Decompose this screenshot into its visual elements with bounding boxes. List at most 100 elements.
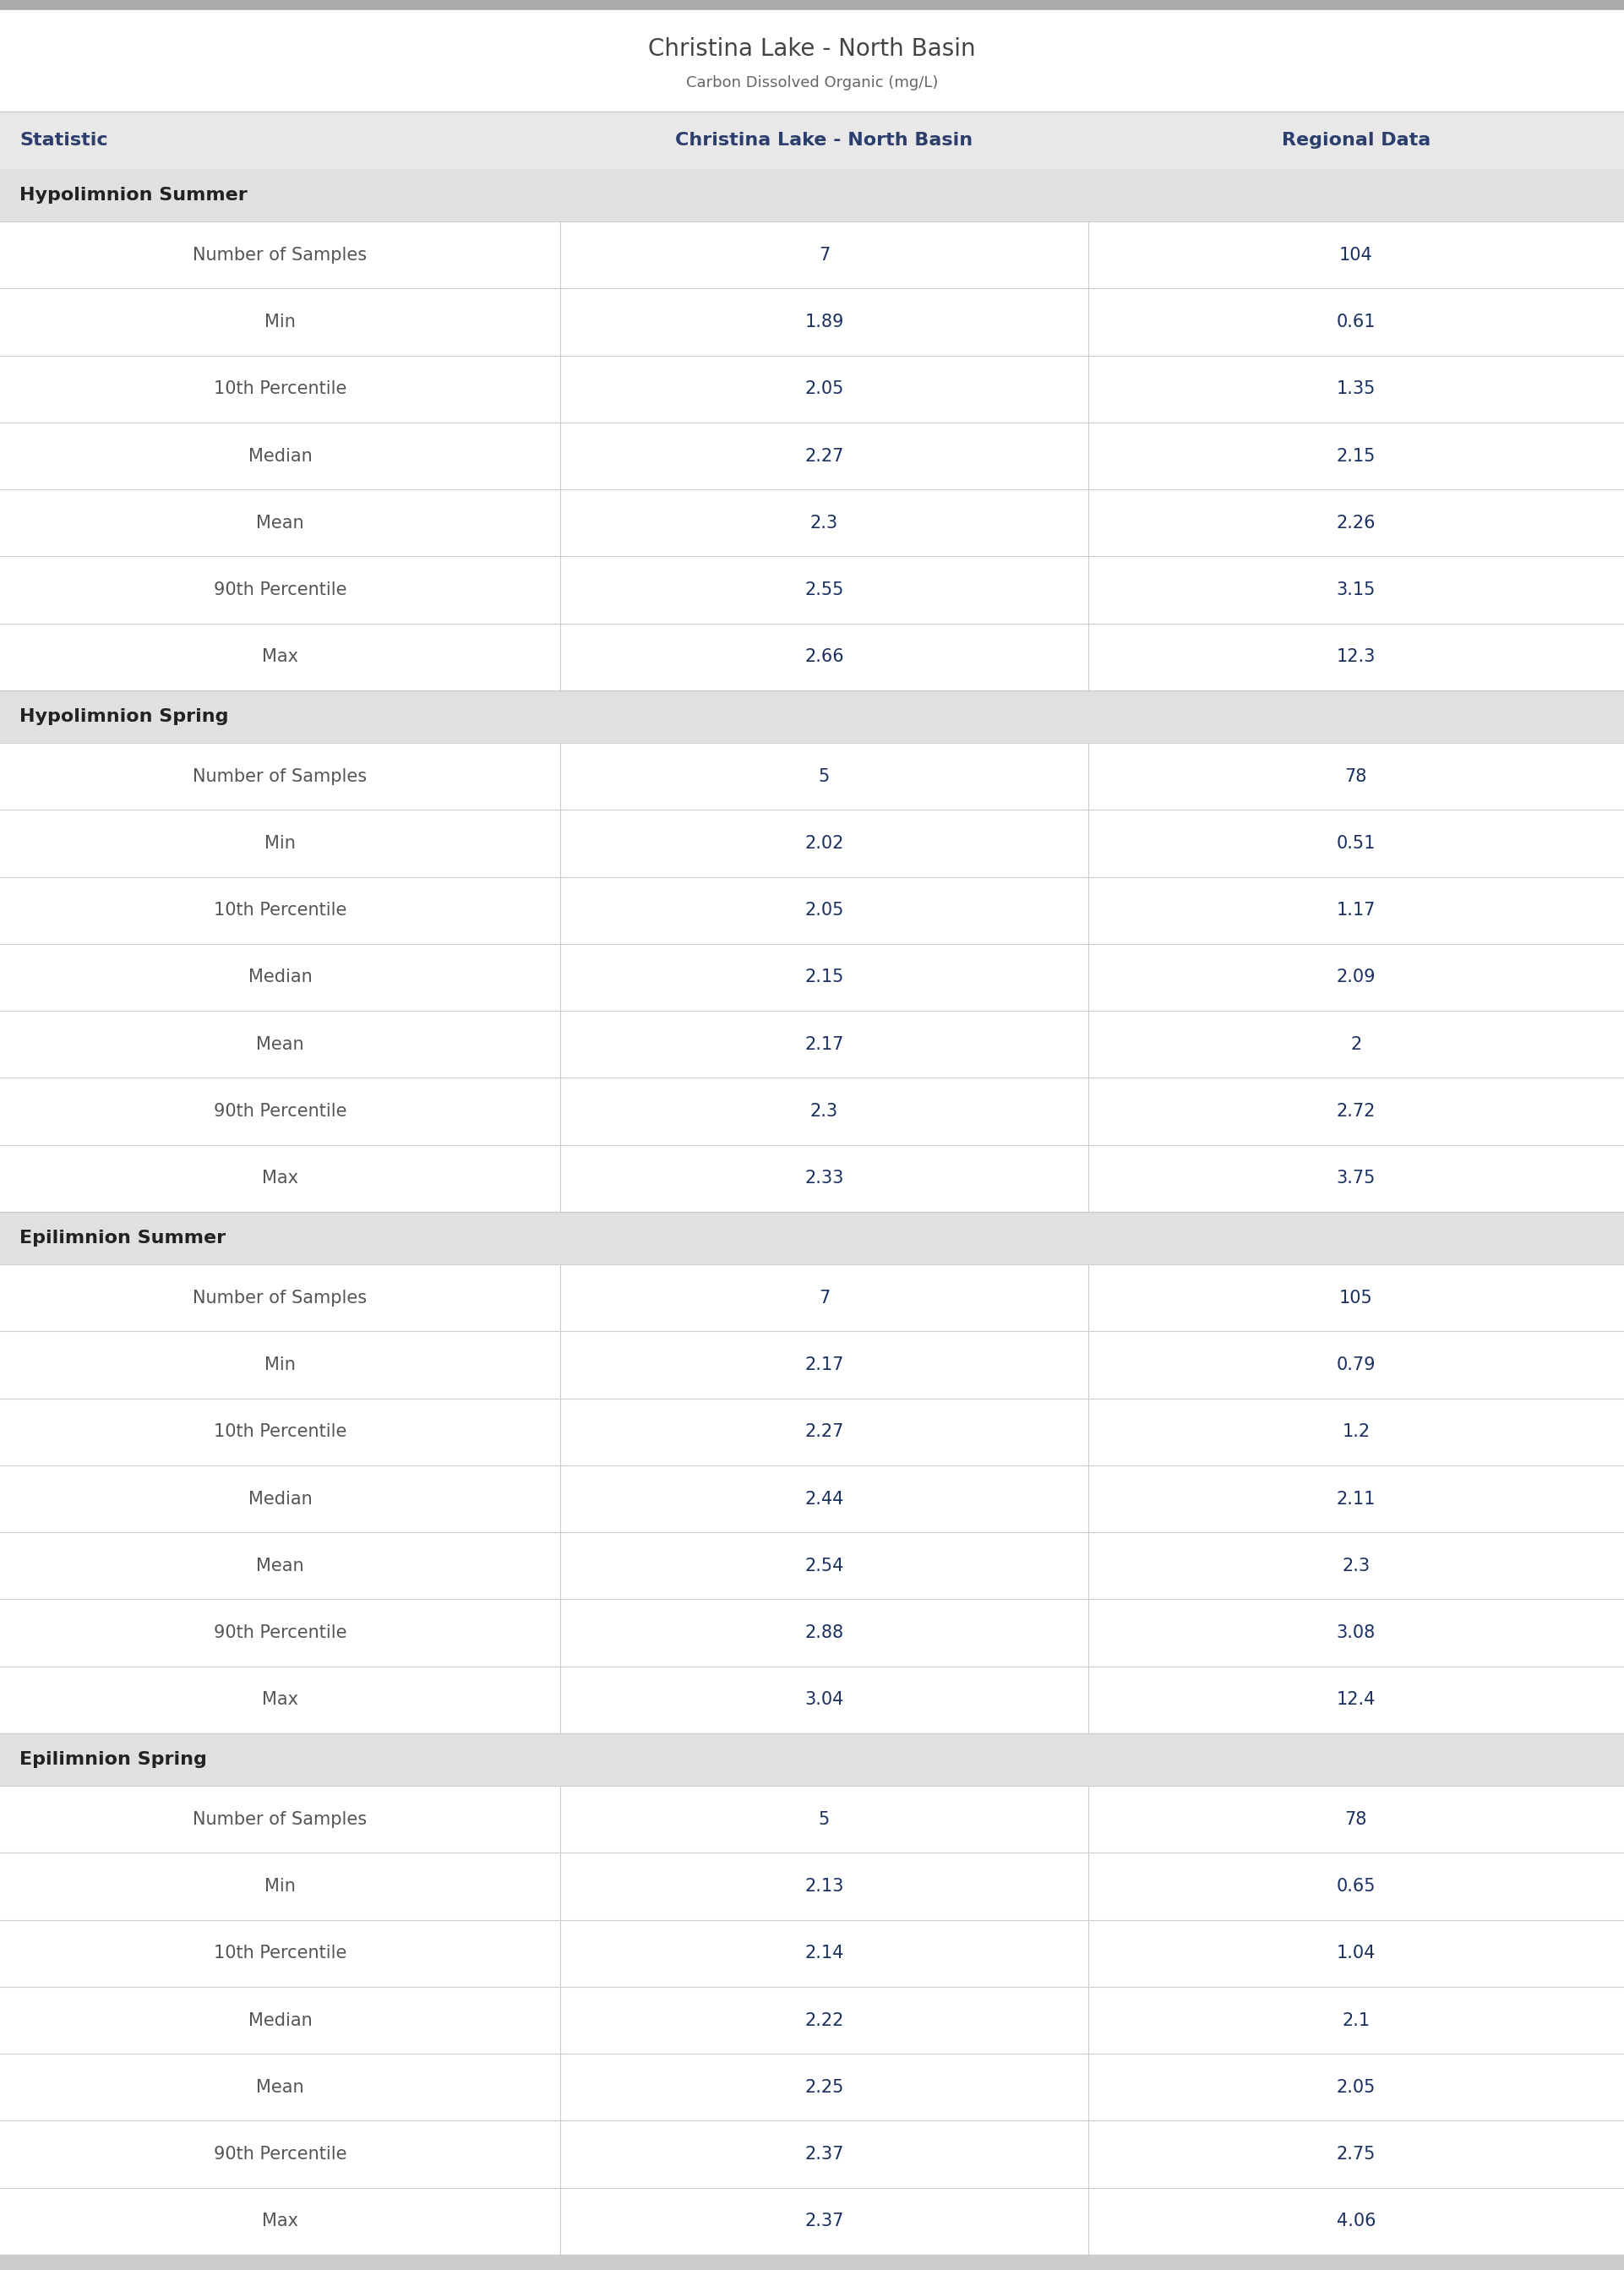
Text: 2.17: 2.17 [804,1035,844,1053]
Text: 0.79: 0.79 [1337,1357,1376,1373]
Text: Regional Data: Regional Data [1281,132,1431,150]
Text: 2.88: 2.88 [806,1625,843,1641]
Text: 104: 104 [1340,247,1372,263]
Text: Min: Min [265,835,296,851]
Bar [0,1212,1624,1264]
Bar [0,0,1624,9]
Text: Mean: Mean [257,1557,304,1575]
Text: 1.04: 1.04 [1337,1945,1376,1961]
Text: 2.44: 2.44 [804,1491,844,1507]
Text: 90th Percentile: 90th Percentile [214,581,346,599]
Bar [0,1786,1624,1852]
Text: 2.15: 2.15 [1337,447,1376,465]
Text: Number of Samples: Number of Samples [193,767,367,785]
Bar [0,1920,1624,1986]
Bar [0,1330,1624,1398]
Text: 3.08: 3.08 [1337,1625,1376,1641]
Text: 7: 7 [818,1289,830,1305]
Bar [0,556,1624,624]
Text: Christina Lake - North Basin: Christina Lake - North Basin [648,36,976,61]
Bar [0,742,1624,810]
Text: 1.89: 1.89 [804,313,844,331]
Text: 2.22: 2.22 [804,2011,844,2029]
Bar [0,356,1624,422]
Text: Mean: Mean [257,515,304,531]
Text: 78: 78 [1345,767,1367,785]
Bar [0,422,1624,490]
Text: 90th Percentile: 90th Percentile [214,1103,346,1119]
Bar [0,288,1624,356]
Text: 3.15: 3.15 [1337,581,1376,599]
Bar [0,1264,1624,1330]
Text: 2.02: 2.02 [804,835,844,851]
Text: Min: Min [265,1357,296,1373]
Bar [0,111,1624,168]
Text: 105: 105 [1340,1289,1372,1305]
Text: 2.13: 2.13 [804,1877,844,1895]
Bar [0,222,1624,288]
Text: Min: Min [265,1877,296,1895]
Text: 2.25: 2.25 [804,2079,844,2095]
Text: Number of Samples: Number of Samples [193,1289,367,1305]
Text: Max: Max [261,2213,299,2229]
Text: Median: Median [248,969,312,985]
Text: Hypolimnion Summer: Hypolimnion Summer [19,186,247,204]
Bar [0,1734,1624,1786]
Text: Median: Median [248,447,312,465]
Text: 78: 78 [1345,1811,1367,1827]
Bar [0,2254,1624,2270]
Bar [0,690,1624,742]
Bar [0,1398,1624,1466]
Bar [0,1466,1624,1532]
Text: 3.75: 3.75 [1337,1169,1376,1187]
Text: 2.17: 2.17 [804,1357,844,1373]
Bar [0,1532,1624,1600]
Bar [0,490,1624,556]
Text: 0.61: 0.61 [1337,313,1376,331]
Bar [0,2120,1624,2188]
Bar [0,9,1624,111]
Text: 2.54: 2.54 [804,1557,844,1575]
Text: 2.27: 2.27 [804,1423,844,1439]
Text: 2.11: 2.11 [1337,1491,1376,1507]
Text: Number of Samples: Number of Samples [193,247,367,263]
Bar [0,1600,1624,1666]
Text: 90th Percentile: 90th Percentile [214,1625,346,1641]
Text: Max: Max [261,1169,299,1187]
Text: 2.14: 2.14 [804,1945,844,1961]
Text: 3.04: 3.04 [804,1691,844,1709]
Bar [0,2188,1624,2254]
Text: 2.66: 2.66 [804,649,844,665]
Text: 2.55: 2.55 [804,581,844,599]
Text: 5: 5 [818,1811,830,1827]
Text: 2.05: 2.05 [804,901,844,919]
Text: 2.05: 2.05 [804,381,844,397]
Text: 4.06: 4.06 [1337,2213,1376,2229]
Text: 2.05: 2.05 [1337,2079,1376,2095]
Text: Min: Min [265,313,296,331]
Bar [0,944,1624,1010]
Text: 2.75: 2.75 [1337,2145,1376,2163]
Text: 2.72: 2.72 [1337,1103,1376,1119]
Text: 2.09: 2.09 [1337,969,1376,985]
Bar [0,2054,1624,2120]
Text: 2.3: 2.3 [810,515,838,531]
Text: Carbon Dissolved Organic (mg/L): Carbon Dissolved Organic (mg/L) [685,75,939,91]
Text: Max: Max [261,649,299,665]
Text: Hypolimnion Spring: Hypolimnion Spring [19,708,229,724]
Bar [0,876,1624,944]
Text: 1.35: 1.35 [1337,381,1376,397]
Text: 10th Percentile: 10th Percentile [214,1423,346,1439]
Text: Mean: Mean [257,2079,304,2095]
Bar [0,168,1624,222]
Text: 10th Percentile: 10th Percentile [214,901,346,919]
Bar [0,624,1624,690]
Text: 10th Percentile: 10th Percentile [214,1945,346,1961]
Text: 2.26: 2.26 [1337,515,1376,531]
Text: Median: Median [248,2011,312,2029]
Text: 90th Percentile: 90th Percentile [214,2145,346,2163]
Text: 1.17: 1.17 [1337,901,1376,919]
Text: Mean: Mean [257,1035,304,1053]
Bar [0,1010,1624,1078]
Bar [0,1852,1624,1920]
